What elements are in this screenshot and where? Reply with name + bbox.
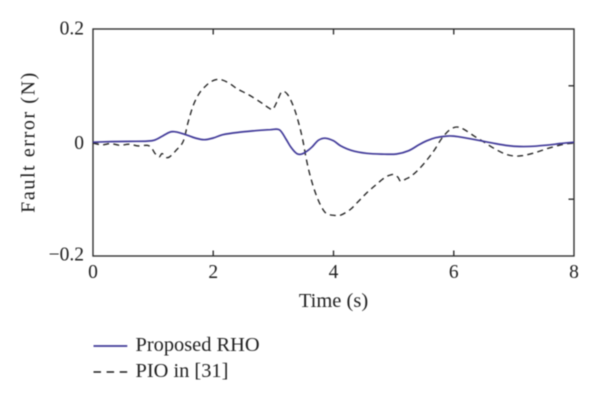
svg-text:PIO in [31]: PIO in [31] xyxy=(136,360,229,382)
svg-text:0: 0 xyxy=(74,133,84,154)
svg-text:8: 8 xyxy=(569,262,579,283)
svg-text:Fault error (N): Fault error (N) xyxy=(18,71,40,213)
svg-text:6: 6 xyxy=(449,262,459,283)
svg-text:2: 2 xyxy=(208,262,218,283)
svg-text:Proposed RHO: Proposed RHO xyxy=(136,334,260,356)
svg-text:0.2: 0.2 xyxy=(60,19,84,40)
svg-text:Time (s): Time (s) xyxy=(299,290,368,312)
svg-text:−0.2: −0.2 xyxy=(49,245,84,266)
svg-text:0: 0 xyxy=(88,262,98,283)
svg-text:4: 4 xyxy=(329,262,339,283)
